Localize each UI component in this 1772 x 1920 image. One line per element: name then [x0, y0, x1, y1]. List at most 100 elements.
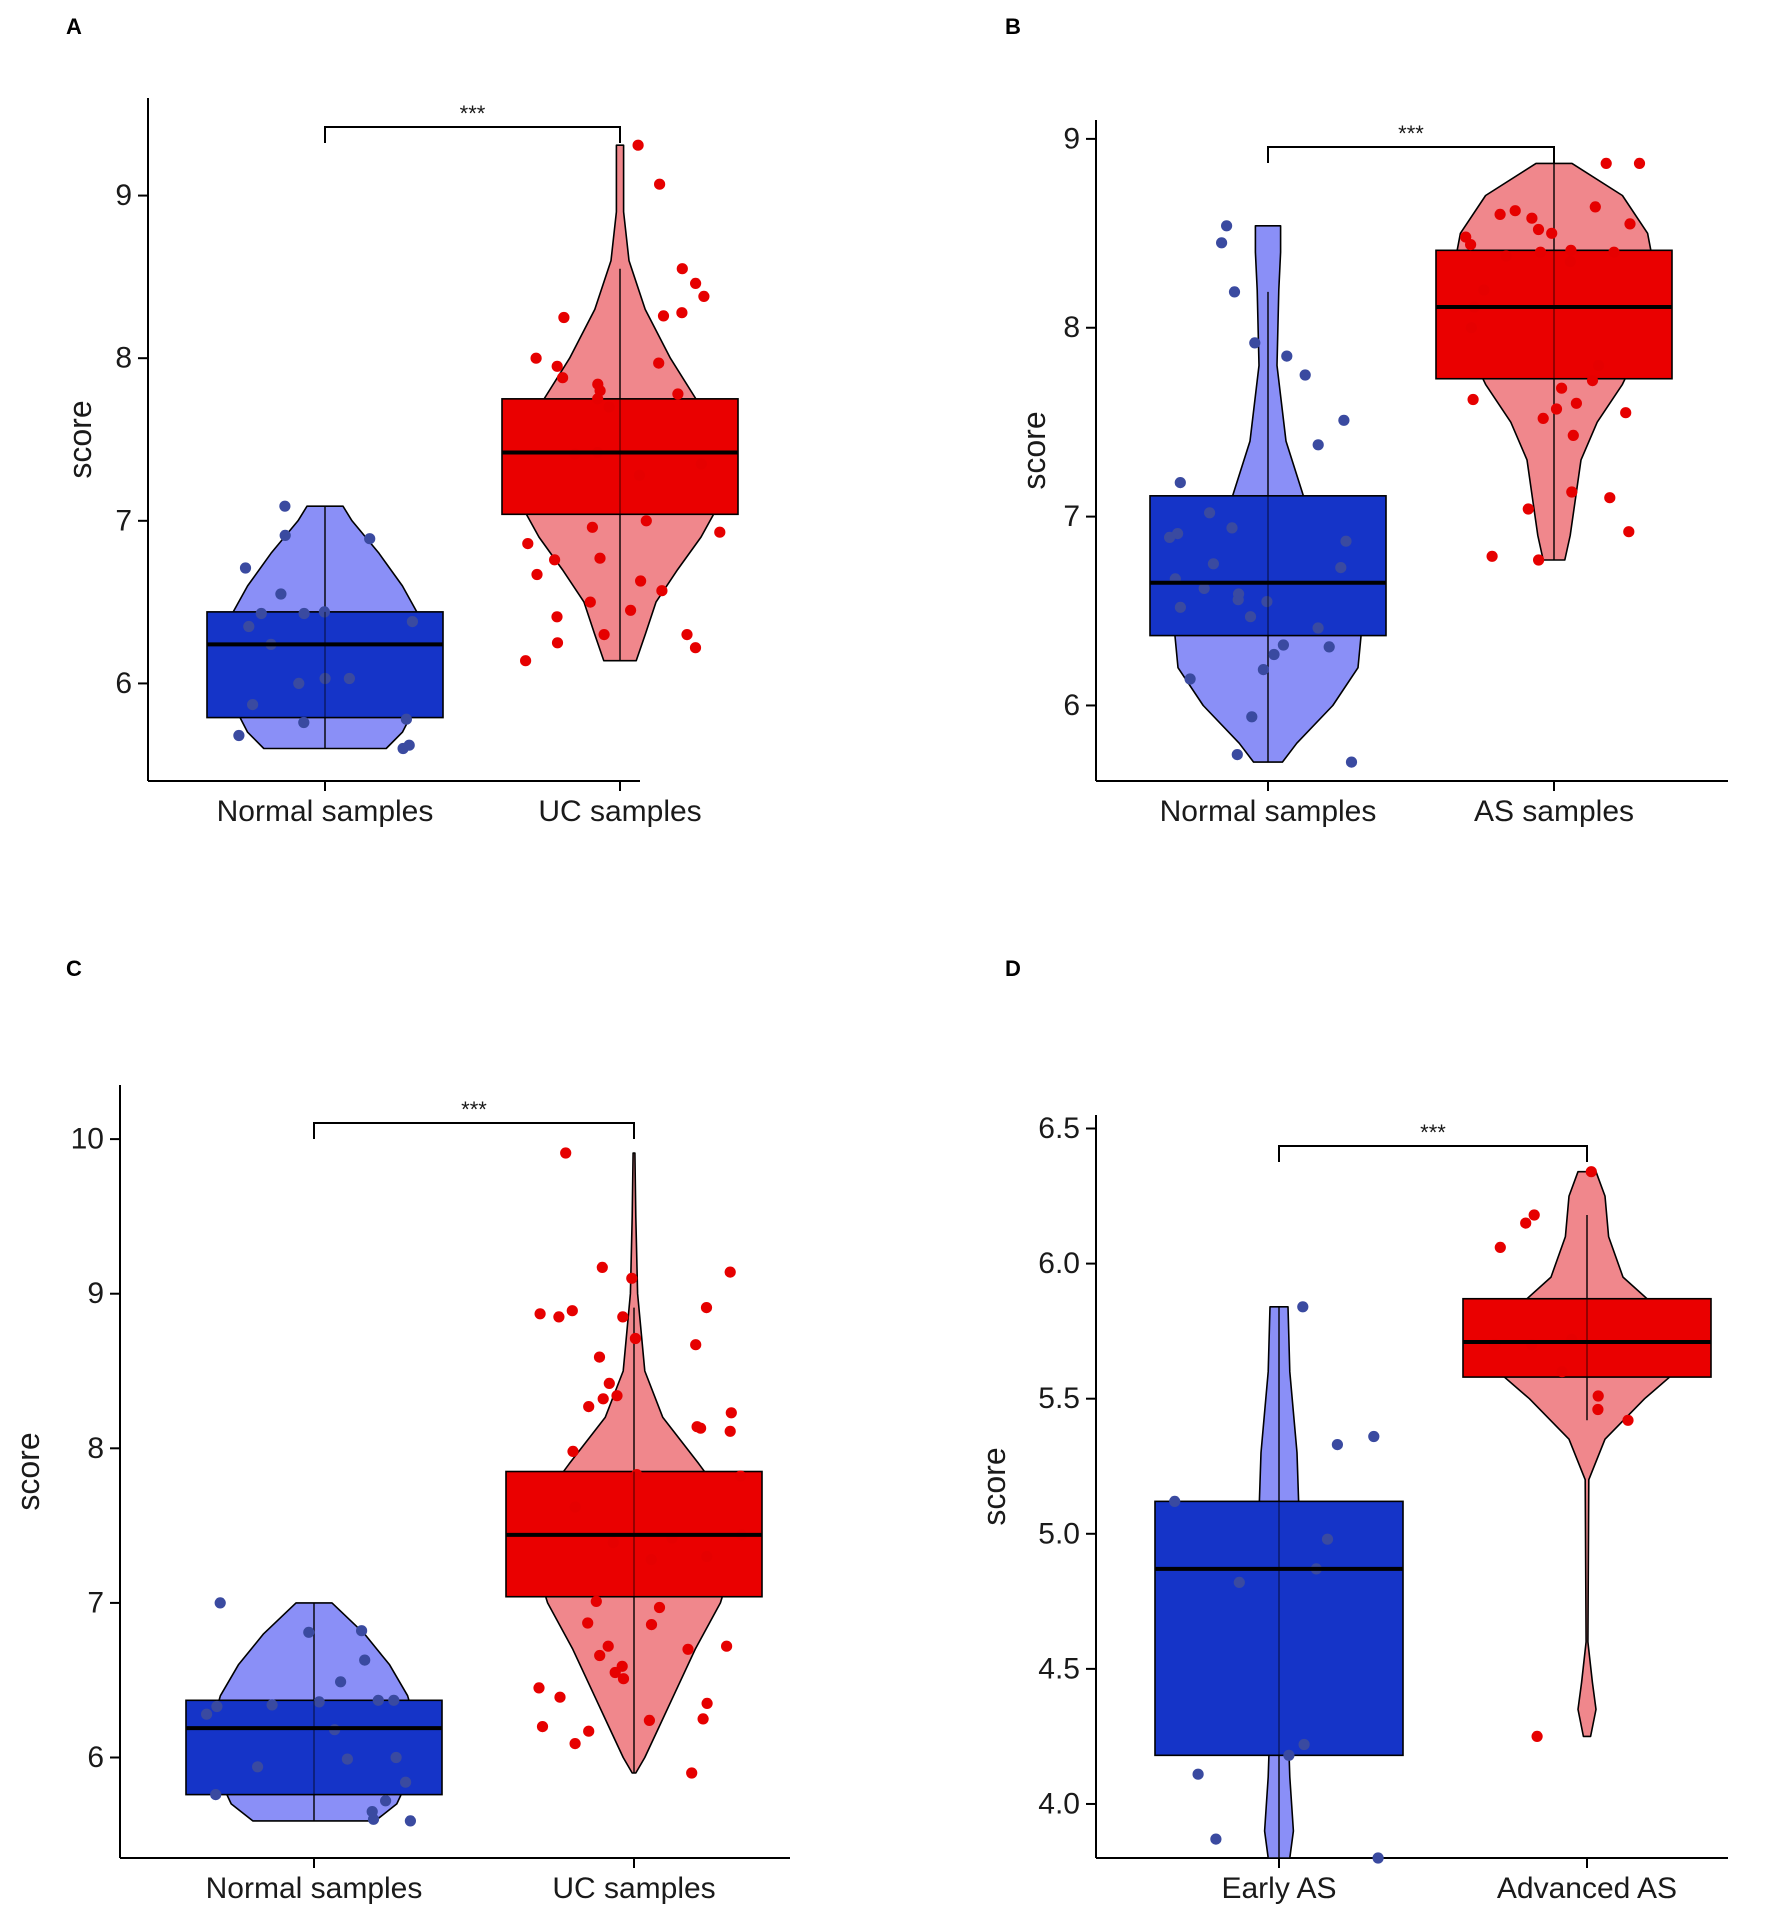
data-point — [1257, 664, 1269, 676]
data-point — [1277, 639, 1289, 651]
data-point — [1556, 382, 1568, 394]
y-tick-label: 7 — [115, 504, 132, 537]
y-tick-label: 8 — [115, 342, 132, 375]
group-normal-samples — [206, 500, 444, 755]
y-tick-label: 6.0 — [1038, 1247, 1080, 1280]
data-point — [1231, 749, 1243, 761]
data-point — [239, 562, 252, 574]
data-point — [211, 1700, 223, 1713]
data-point — [725, 1407, 737, 1419]
data-point — [1216, 237, 1228, 249]
data-point — [656, 585, 668, 597]
data-point — [1528, 1209, 1540, 1221]
data-point — [366, 1806, 378, 1818]
group-normal-samples — [185, 1597, 443, 1827]
x-tick-label: Normal samples — [206, 1872, 423, 1905]
data-point — [1210, 1833, 1222, 1845]
y-tick-label: 7 — [1063, 500, 1080, 533]
group-early-as — [1154, 1301, 1404, 1864]
data-point — [313, 1696, 325, 1708]
data-point — [243, 620, 255, 633]
data-point — [558, 311, 570, 324]
data-point — [214, 1597, 226, 1609]
data-point — [400, 713, 412, 725]
data-point — [380, 1795, 392, 1807]
data-point — [631, 1469, 643, 1481]
data-point — [735, 1470, 747, 1482]
data-point — [701, 1697, 713, 1709]
data-point — [1372, 1852, 1384, 1864]
data-point — [1622, 1414, 1634, 1426]
data-point — [388, 1694, 400, 1706]
data-point — [653, 1601, 666, 1614]
data-point — [1465, 322, 1477, 334]
group-uc-samples — [501, 139, 739, 667]
data-point — [1592, 1403, 1604, 1416]
data-point — [279, 500, 291, 512]
data-point — [569, 1738, 581, 1750]
data-point — [1261, 596, 1273, 608]
data-point — [700, 1302, 713, 1314]
data-point — [1592, 359, 1605, 372]
data-point — [275, 588, 287, 600]
data-point — [603, 401, 615, 413]
data-point — [1494, 1241, 1506, 1253]
data-point — [569, 1501, 581, 1513]
y-tick-label: 6.5 — [1038, 1112, 1080, 1145]
data-point — [1566, 486, 1578, 498]
data-point — [1532, 223, 1545, 236]
data-point — [1249, 337, 1261, 349]
data-point — [689, 642, 702, 654]
data-point — [593, 1351, 606, 1363]
data-point — [1531, 1730, 1543, 1742]
y-tick-label: 5.5 — [1038, 1382, 1080, 1415]
data-point — [1246, 711, 1258, 723]
data-point — [584, 596, 596, 608]
x-tick-label: UC samples — [552, 1872, 715, 1905]
data-point — [603, 1377, 615, 1389]
data-point — [1623, 526, 1635, 538]
significance-label: *** — [1398, 121, 1424, 146]
data-point — [653, 357, 665, 369]
significance-label: *** — [1420, 1120, 1446, 1145]
data-point — [210, 1789, 222, 1801]
data-point — [1226, 522, 1238, 534]
x-tick-label: Advanced AS — [1497, 1872, 1677, 1905]
panel-letter: B — [1005, 14, 1021, 39]
data-point — [1500, 250, 1512, 262]
data-point — [592, 378, 604, 390]
data-point — [616, 1660, 628, 1672]
y-tick-label: 8 — [1063, 311, 1080, 344]
data-point — [1586, 375, 1599, 387]
data-point — [400, 1776, 412, 1788]
data-point — [549, 554, 561, 566]
data-point — [645, 1619, 658, 1631]
data-point — [617, 1311, 629, 1323]
y-tick-label: 7 — [87, 1586, 104, 1619]
data-point — [567, 1445, 579, 1457]
data-point — [672, 388, 684, 400]
x-tick-label: Normal samples — [1160, 795, 1377, 828]
data-point — [551, 360, 563, 372]
data-point — [598, 629, 610, 641]
data-point — [1546, 227, 1558, 239]
data-point — [536, 1721, 549, 1733]
x-tick-label: UC samples — [538, 795, 701, 828]
data-point — [403, 739, 415, 751]
y-axis-label: score — [976, 1447, 1012, 1525]
data-point — [690, 277, 702, 289]
data-point — [201, 1708, 213, 1720]
data-point — [582, 1617, 594, 1629]
group-normal-samples — [1149, 220, 1387, 768]
data-point — [594, 1649, 606, 1662]
data-point — [1592, 1390, 1604, 1402]
data-point — [724, 1266, 736, 1278]
data-point — [690, 1339, 702, 1351]
y-tick-label: 9 — [115, 179, 132, 212]
data-point — [1604, 492, 1616, 504]
data-point — [629, 1332, 642, 1345]
data-point — [359, 1654, 371, 1666]
y-axis-label: score — [1016, 411, 1052, 489]
data-point — [1340, 535, 1352, 547]
data-point — [252, 1761, 264, 1773]
